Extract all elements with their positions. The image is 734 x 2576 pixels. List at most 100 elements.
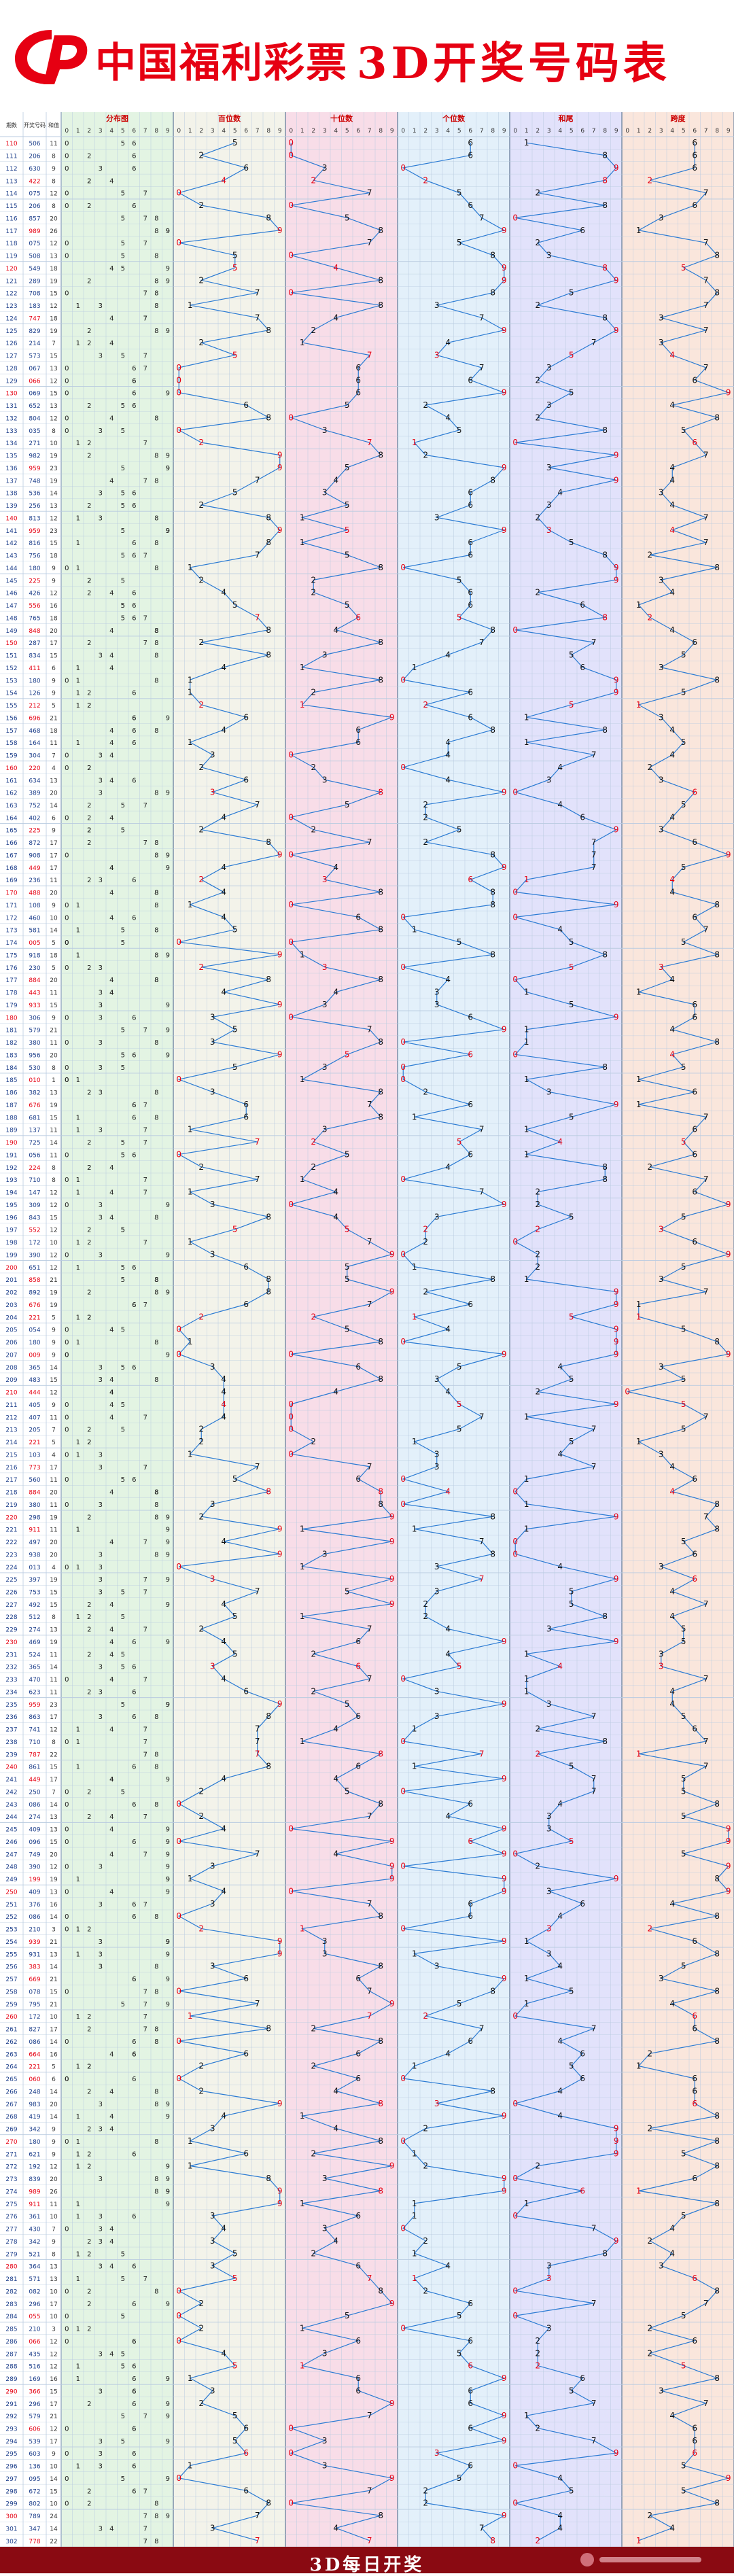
trend-digit-sum_tail: 4 bbox=[557, 2523, 563, 2533]
trend-digit-span: 3 bbox=[659, 962, 664, 972]
trend-digit-units: 0 bbox=[400, 763, 406, 772]
distribution-digit: 6 bbox=[132, 2338, 136, 2346]
distribution-digit: 8 bbox=[154, 1501, 158, 1509]
distribution-digit: 4 bbox=[109, 415, 113, 422]
distribution-digit: 5 bbox=[121, 2475, 125, 2483]
distribution-digit: 8 bbox=[154, 253, 158, 260]
trend-digit-tens: 4 bbox=[333, 2523, 338, 2533]
trend-tens: 0032705870480842176665037854351515822564… bbox=[288, 138, 394, 2545]
distribution-digit: 7 bbox=[143, 1102, 147, 1109]
distribution-digit: 5 bbox=[121, 1402, 125, 1409]
trend-digit-tens: 0 bbox=[288, 1012, 294, 1022]
period-label: 215 bbox=[5, 1452, 17, 1459]
draw-sum: 4 bbox=[52, 765, 56, 772]
draw-number: 861 bbox=[29, 1764, 40, 1771]
trend-digit-units: 5 bbox=[457, 1662, 462, 1671]
trend-digit-units: 2 bbox=[423, 800, 428, 810]
draw-number: 884 bbox=[29, 1490, 40, 1497]
trend-digit-hundreds: 7 bbox=[255, 1724, 260, 1734]
trend-digit-sum_tail: 5 bbox=[569, 1312, 574, 1321]
trend-digit-sum_tail: 9 bbox=[614, 688, 619, 697]
trend-digit-span: 8 bbox=[714, 2286, 720, 2295]
draw-sum: 5 bbox=[52, 940, 56, 947]
distribution-digit: 0 bbox=[65, 2326, 69, 2333]
trend-digit-span: 6 bbox=[692, 1936, 697, 1946]
period-label: 187 bbox=[5, 1102, 17, 1109]
distribution-digit: 2 bbox=[87, 577, 91, 585]
draw-sum: 10 bbox=[50, 2014, 58, 2021]
digit-header: 9 bbox=[614, 128, 618, 135]
distribution-digit: 2 bbox=[87, 1239, 91, 1247]
trend-digit-units: 9 bbox=[502, 2174, 507, 2183]
trend-digit-span: 9 bbox=[726, 1862, 731, 1871]
trend-digit-span: 1 bbox=[636, 1075, 642, 1084]
distribution-digit: 8 bbox=[154, 515, 158, 522]
trend-digit-units: 1 bbox=[412, 1949, 417, 1958]
trend-digit-sum_tail: 7 bbox=[591, 1711, 597, 1721]
trend-digit-sum_tail: 9 bbox=[614, 275, 619, 285]
trend-digit-units: 2 bbox=[423, 1599, 428, 1609]
distribution-digit: 9 bbox=[166, 1876, 170, 1883]
draw-number: 180 bbox=[29, 565, 40, 572]
distribution-digit: 8 bbox=[154, 977, 158, 984]
trend-digit-units: 0 bbox=[400, 1786, 406, 1796]
trend-digit-units: 6 bbox=[468, 138, 473, 147]
draw-number: 753 bbox=[29, 1590, 40, 1597]
draw-sum: 19 bbox=[50, 1877, 58, 1883]
draw-sum: 17 bbox=[50, 2401, 57, 2408]
distribution-digit: 9 bbox=[166, 1938, 170, 1946]
trend-digit-hundreds: 4 bbox=[221, 812, 226, 822]
draw-sum: 3 bbox=[52, 1927, 56, 1934]
draw-sum: 12 bbox=[50, 378, 57, 385]
distribution-digit: 4 bbox=[109, 990, 113, 997]
distribution-digit: 8 bbox=[154, 2176, 158, 2183]
trend-digit-units: 1 bbox=[412, 1762, 417, 1771]
draw-number: 497 bbox=[29, 1539, 40, 1546]
trend-digit-tens: 8 bbox=[378, 2036, 383, 2046]
trend-digit-units: 5 bbox=[457, 575, 462, 585]
distribution-digit: 6 bbox=[132, 914, 136, 922]
trend-digit-span: 4 bbox=[669, 475, 675, 485]
trend-digit-sum_tail: 0 bbox=[512, 2461, 518, 2471]
draw-sum: 8 bbox=[52, 203, 56, 210]
trend-digit-span: 8 bbox=[714, 2111, 720, 2121]
trend-digit-sum_tail: 9 bbox=[614, 475, 619, 485]
period-label: 163 bbox=[5, 803, 17, 810]
distribution-digit: 3 bbox=[99, 1214, 103, 1221]
draw-number: 430 bbox=[29, 2227, 40, 2233]
draw-sum: 9 bbox=[52, 1340, 56, 1346]
trend-digit-span: 3 bbox=[659, 1449, 664, 1459]
distribution-digit: 6 bbox=[132, 1264, 136, 1272]
trend-digit-span: 2 bbox=[647, 612, 652, 622]
trend-digit-sum_tail: 2 bbox=[535, 1225, 540, 1234]
trend-digit-span: 4 bbox=[669, 1487, 675, 1497]
draw-sum: 5 bbox=[52, 1440, 56, 1446]
draw-number: 236 bbox=[29, 877, 40, 884]
trend-digit-span: 5 bbox=[681, 425, 686, 435]
distribution-digit: 2 bbox=[87, 964, 91, 972]
trend-digit-tens: 9 bbox=[389, 1537, 395, 1546]
trend-digit-units: 6 bbox=[468, 2399, 473, 2408]
period-label: 133 bbox=[5, 428, 17, 435]
trend-digit-units: 0 bbox=[400, 675, 406, 684]
draw-sum: 13 bbox=[50, 2264, 57, 2271]
draw-sum: 9 bbox=[52, 1352, 56, 1359]
digit-header: 4 bbox=[446, 128, 450, 135]
trend-digit-sum_tail: 7 bbox=[591, 837, 597, 847]
period-label: 233 bbox=[5, 1677, 17, 1684]
trend-digit-span: 5 bbox=[681, 688, 686, 697]
draw-number: 411 bbox=[29, 665, 40, 672]
trend-digit-hundreds: 5 bbox=[232, 488, 238, 498]
distribution-digit: 1 bbox=[76, 927, 80, 935]
distribution-digit: 8 bbox=[154, 1713, 158, 1721]
period-label: 247 bbox=[5, 1851, 17, 1858]
trend-digit-span: 7 bbox=[703, 1287, 709, 1297]
trend-digit-units: 3 bbox=[434, 1449, 440, 1459]
draw-number: 560 bbox=[29, 1477, 40, 1484]
trend-digit-sum_tail: 5 bbox=[569, 1212, 574, 1221]
trend-digit-span: 5 bbox=[681, 2361, 686, 2371]
trend-digit-units: 3 bbox=[434, 1562, 440, 1571]
trend-digit-span: 4 bbox=[669, 625, 675, 635]
draw-sum: 20 bbox=[50, 628, 58, 635]
trend-digit-tens: 9 bbox=[389, 2399, 395, 2408]
